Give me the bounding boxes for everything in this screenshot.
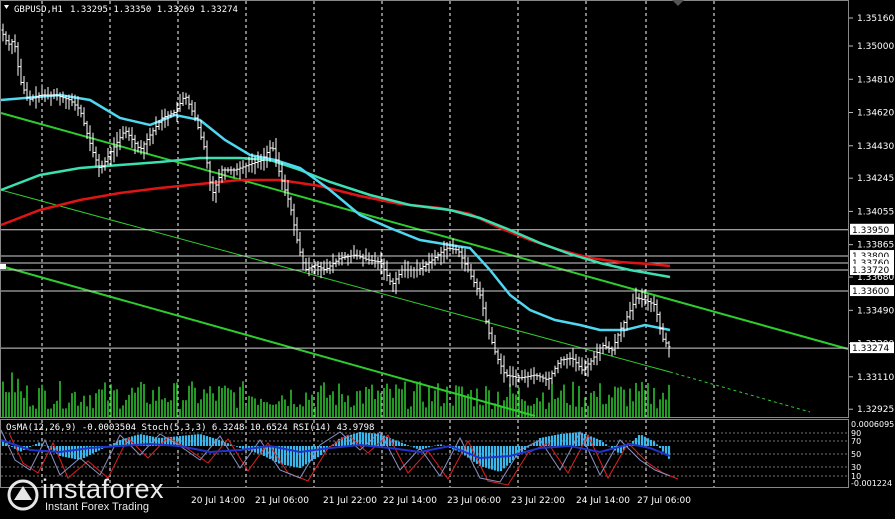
grid-layer xyxy=(1,1,848,487)
level-anchor-marker xyxy=(0,264,6,269)
price-level-tag[interactable] xyxy=(850,257,894,269)
indicator-scale-label: 50 xyxy=(851,450,861,459)
channel-lower-line xyxy=(0,265,536,417)
time-axis-label: 23 Jul 22:00 xyxy=(511,496,565,506)
stoch-main-line xyxy=(0,429,671,483)
price-level-tag[interactable] xyxy=(850,250,894,262)
symbol-dropdown-icon[interactable] xyxy=(4,5,9,9)
price-tick-label: 1.35000 xyxy=(857,42,894,52)
time-axis-label: 22 Jul 14:00 xyxy=(383,496,437,506)
indicator-scale-label: 90 xyxy=(851,429,861,438)
indicator-scale-label: 10 xyxy=(851,472,861,481)
brand-name: instaforex xyxy=(42,474,165,504)
price-tick-label: 1.35160 xyxy=(857,14,894,24)
price-level-tag-label: 1.33800 xyxy=(852,252,889,262)
price-level-tag[interactable] xyxy=(850,285,894,297)
time-axis-label: 24 Jul 14:00 xyxy=(576,496,630,506)
time-axis-label: 21 Jul 06:00 xyxy=(255,496,309,506)
symbol-label: GBPUSD,H1 xyxy=(14,5,63,15)
price-tick-label: 1.34055 xyxy=(857,207,894,217)
channel-upper-line xyxy=(0,112,849,350)
brand-tagline: Instant Forex Trading xyxy=(45,501,149,513)
price-tick-label: 1.34245 xyxy=(857,174,894,184)
price-level-tag-label: 1.33600 xyxy=(852,287,889,297)
time-axis-label: 21 Jul 22:00 xyxy=(323,496,377,506)
ema-fast-line xyxy=(0,93,671,332)
price-level-tag[interactable] xyxy=(850,342,894,354)
price-tick-label: 1.33110 xyxy=(857,373,894,383)
indicator-scale-label: 0.0006095 xyxy=(851,420,894,429)
price-level-tag[interactable] xyxy=(850,223,894,235)
volume-bars xyxy=(2,372,670,417)
oscillator-lines xyxy=(0,429,679,486)
stoch-signal-line xyxy=(8,432,679,486)
indicator-label: OsMA(12,26,9) -0.0003504 Stoch(5,3,3) 6.… xyxy=(6,423,374,433)
indicator-scale-label: -0.001224 xyxy=(851,479,892,488)
indicator-plot-frame xyxy=(0,419,849,488)
price-tick-label: 1.33865 xyxy=(857,241,894,251)
ema-mid-line xyxy=(0,156,671,279)
price-level-tag-label: 1.33950 xyxy=(852,226,889,236)
price-tick-label: 1.34430 xyxy=(857,142,894,152)
price-level-tag-label: 1.33760 xyxy=(852,259,889,269)
trend-channel[interactable] xyxy=(0,112,849,417)
candles[interactable] xyxy=(1,23,671,390)
time-axis-label: 20 Jul 14:00 xyxy=(191,496,245,506)
price-tick-label: 1.33490 xyxy=(857,306,894,316)
moving-averages xyxy=(0,93,671,332)
instaforex-logo-icon xyxy=(7,479,39,511)
rsi-line xyxy=(0,439,671,460)
price-axis[interactable]: 1.35160 1.35000 1.34810 1.34620 1.34430 1.342… xyxy=(849,14,894,488)
brand-logo: instaforex Instant Forex Trading xyxy=(6,474,196,514)
indicator-scale-label: 30 xyxy=(851,463,861,472)
price-tick-label: 1.33680 xyxy=(857,273,894,283)
indicator-scale-label: 70 xyxy=(851,437,861,446)
price-level-tag-label: 1.33720 xyxy=(852,266,889,276)
level-lines xyxy=(0,229,848,349)
price-tick-label: 1.34620 xyxy=(857,109,894,119)
channel-mid-line-projection xyxy=(669,371,811,413)
price-level-tag-label: 1.33274 xyxy=(852,344,889,354)
time-axis-label: 27 Jul 06:00 xyxy=(637,496,691,506)
price-level-tag[interactable] xyxy=(850,264,894,276)
time-axis: 20 Jul 14:00 21 Jul 06:00 21 Jul 22:00 22 J… xyxy=(191,496,691,506)
price-tick-label: 1.32925 xyxy=(857,405,894,415)
ohlc-readout: 1.33295 1.33350 1.33269 1.33274 xyxy=(70,5,238,15)
chart-shift-icon[interactable] xyxy=(672,0,684,6)
price-tick-label: 1.34810 xyxy=(857,75,894,85)
main-plot-frame xyxy=(0,0,849,418)
channel-mid-line xyxy=(0,189,671,373)
time-axis-label: 23 Jul 06:00 xyxy=(447,496,501,506)
ema-slow-line xyxy=(0,178,671,268)
